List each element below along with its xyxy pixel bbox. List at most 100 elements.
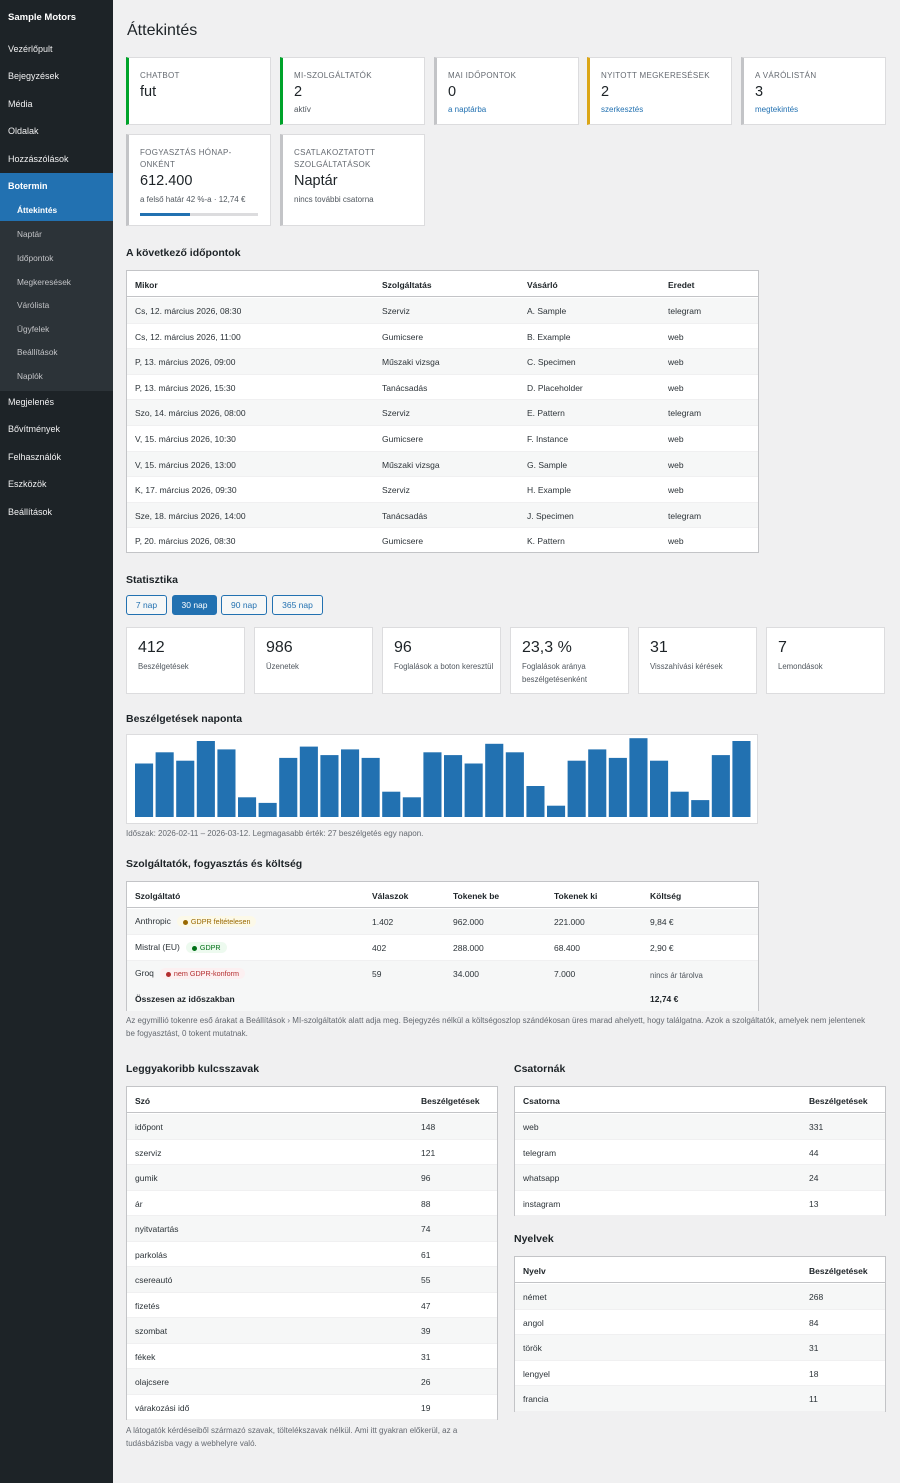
language-cell: 18 [809,1368,819,1379]
menu-posts[interactable]: Bejegyzések [8,71,60,81]
card-sub: nincs további csatorna [294,195,374,204]
upcoming-table: Mikor Szolgáltatás Vásárló Eredet Cs, 12… [126,270,759,554]
upcoming-cell: P, 20. március 2026, 08:30 [135,536,236,547]
daily-bar [732,741,751,817]
upcoming-cell: B. Example [527,331,571,342]
table-row: Szo, 14. március 2026, 08:00 Szerviz E. Pa… [127,400,758,426]
provider-tout: 221.000 [554,917,585,927]
upcoming-cell: J. Specimen [527,510,574,521]
table-row: gumik 96 [127,1165,497,1191]
provider-answers: 402 [372,943,387,953]
daily-bar [361,757,380,817]
languages-table: Nyelv Beszélgetések német 268 angol 84 török… [514,1256,886,1412]
table-row: szombat 39 [127,1318,497,1344]
upcoming-cell: web [668,459,684,470]
submenu-customers[interactable]: Ügyfelek [17,324,50,334]
submenu-waitlist[interactable]: Várólista [17,300,50,310]
daily-bar [691,800,710,817]
site-brand[interactable]: Sample Motors [8,12,77,23]
table-row: nyitvatartás 74 [127,1216,497,1242]
language-cell: török [523,1343,542,1353]
daily-bar [217,749,236,817]
upcoming-cell: Műszaki vizsga [382,357,440,368]
stat-value: 23,3 % [522,639,572,656]
upcoming-title: A következő időpontok [126,247,241,259]
card-label-line: ONKÉNT [140,160,176,169]
provider-cost: 2,90 € [650,943,674,953]
upcoming-cell: Szerviz [382,408,410,419]
upcoming-cell: Sze, 18. március 2026, 14:00 [135,510,246,521]
channel-cell: web [523,1122,539,1132]
column-header: Beszélgetések [809,1266,868,1276]
upcoming-cell: web [668,382,684,393]
view-link[interactable]: megtekintés [755,105,799,114]
menu-botermin[interactable]: Botermin [0,173,113,199]
daily-bar [464,763,483,817]
daily-bar [402,797,421,817]
range-365-button[interactable]: 365 nap [272,595,323,615]
keyword-cell: ár [135,1198,143,1209]
keyword-cell: 47 [421,1300,431,1311]
menu-media[interactable]: Média [8,99,33,109]
table-row: angol 84 [515,1310,885,1335]
botermin-submenu: Áttekintés Naptár Időpontok Megkeresések… [0,199,113,391]
menu-users[interactable]: Felhasználók [8,452,62,462]
column-header: Válaszok [372,891,409,901]
daily-bar [341,749,360,817]
gdpr-badge: GDPR feltételesen [176,916,257,928]
menu-settings[interactable]: Beállítások [8,507,53,517]
submenu-settings[interactable]: Beállítások [17,347,58,357]
range-30-button[interactable]: 30 nap [172,595,217,615]
keyword-cell: 88 [421,1198,431,1209]
provider-row: Groq nem GDPR-konform 59 34.000 7.000 nincs á… [127,961,758,987]
table-row: instagram 13 [515,1191,885,1216]
menu-comments[interactable]: Hozzászólások [8,154,69,164]
table-row: ár 88 [127,1191,497,1216]
daily-bar [382,791,401,817]
gdpr-badge: GDPR [185,942,227,954]
stat-value: 31 [650,639,668,656]
table-row: várakozási idő 19 [127,1395,497,1420]
keyword-cell: 148 [421,1122,436,1132]
table-row: telegram 44 [515,1140,885,1165]
card-label: MI-SZOLGÁLTATÓK [294,71,372,80]
menu-appearance[interactable]: Megjelenés [8,397,55,407]
provider-tout: 7.000 [554,969,576,979]
submenu-overview[interactable]: Áttekintés [0,199,113,221]
provider-tin: 962.000 [453,917,484,927]
language-cell: 31 [809,1343,819,1353]
column-header: Tokenek ki [554,891,598,901]
submenu-inquiries[interactable]: Megkeresések [17,277,71,287]
edit-link[interactable]: szerkesztés [601,105,644,114]
upcoming-cell: P, 13. március 2026, 09:00 [135,357,236,368]
upcoming-cell: Szo, 14. március 2026, 08:00 [135,408,246,419]
menu-plugins[interactable]: Bővítmények [8,424,61,434]
submenu-logs[interactable]: Naplók [17,371,43,381]
table-row: P, 13. március 2026, 15:30 Tanácsadás D. P… [127,375,758,401]
card-ai-providers: MI-SZOLGÁLTATÓK 2 aktív [280,57,425,125]
menu-tools[interactable]: Eszközök [8,479,47,489]
language-cell: német [523,1292,547,1302]
upcoming-cell: E. Pattern [527,408,565,419]
submenu-appointments[interactable]: Időpontok [17,253,54,263]
range-90-button[interactable]: 90 nap [221,595,267,615]
upcoming-cell: telegram [668,306,702,316]
stat-booking-rate: 23,3 % Foglalások aránya beszélgetésenké… [510,627,629,694]
table-row: whatsapp 24 [515,1165,885,1191]
column-header: Szó [135,1096,151,1106]
menu-dashboard[interactable]: Vezérlőpult [8,44,53,54]
daily-chart-svg [135,738,751,817]
keyword-cell: 96 [421,1173,431,1183]
calendar-link[interactable]: a naptárba [448,105,487,114]
keyword-cell: 39 [421,1326,431,1336]
card-value: 2 [601,84,610,100]
submenu-calendar[interactable]: Naptár [17,229,42,239]
upcoming-cell: P, 13. március 2026, 15:30 [135,382,236,393]
upcoming-cell: telegram [668,510,702,521]
range-7-button[interactable]: 7 nap [126,595,167,615]
table-row: török 31 [515,1335,885,1361]
menu-pages[interactable]: Oldalak [8,126,39,136]
column-header: Szolgáltató [135,891,181,901]
provider-tout: 68.400 [554,943,580,953]
keywords-title: Leggyakoribb kulcsszavak [126,1063,260,1075]
